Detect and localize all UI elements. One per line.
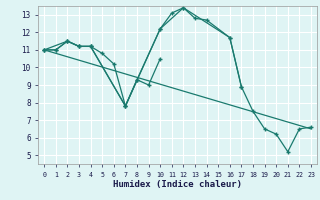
X-axis label: Humidex (Indice chaleur): Humidex (Indice chaleur) [113, 180, 242, 189]
